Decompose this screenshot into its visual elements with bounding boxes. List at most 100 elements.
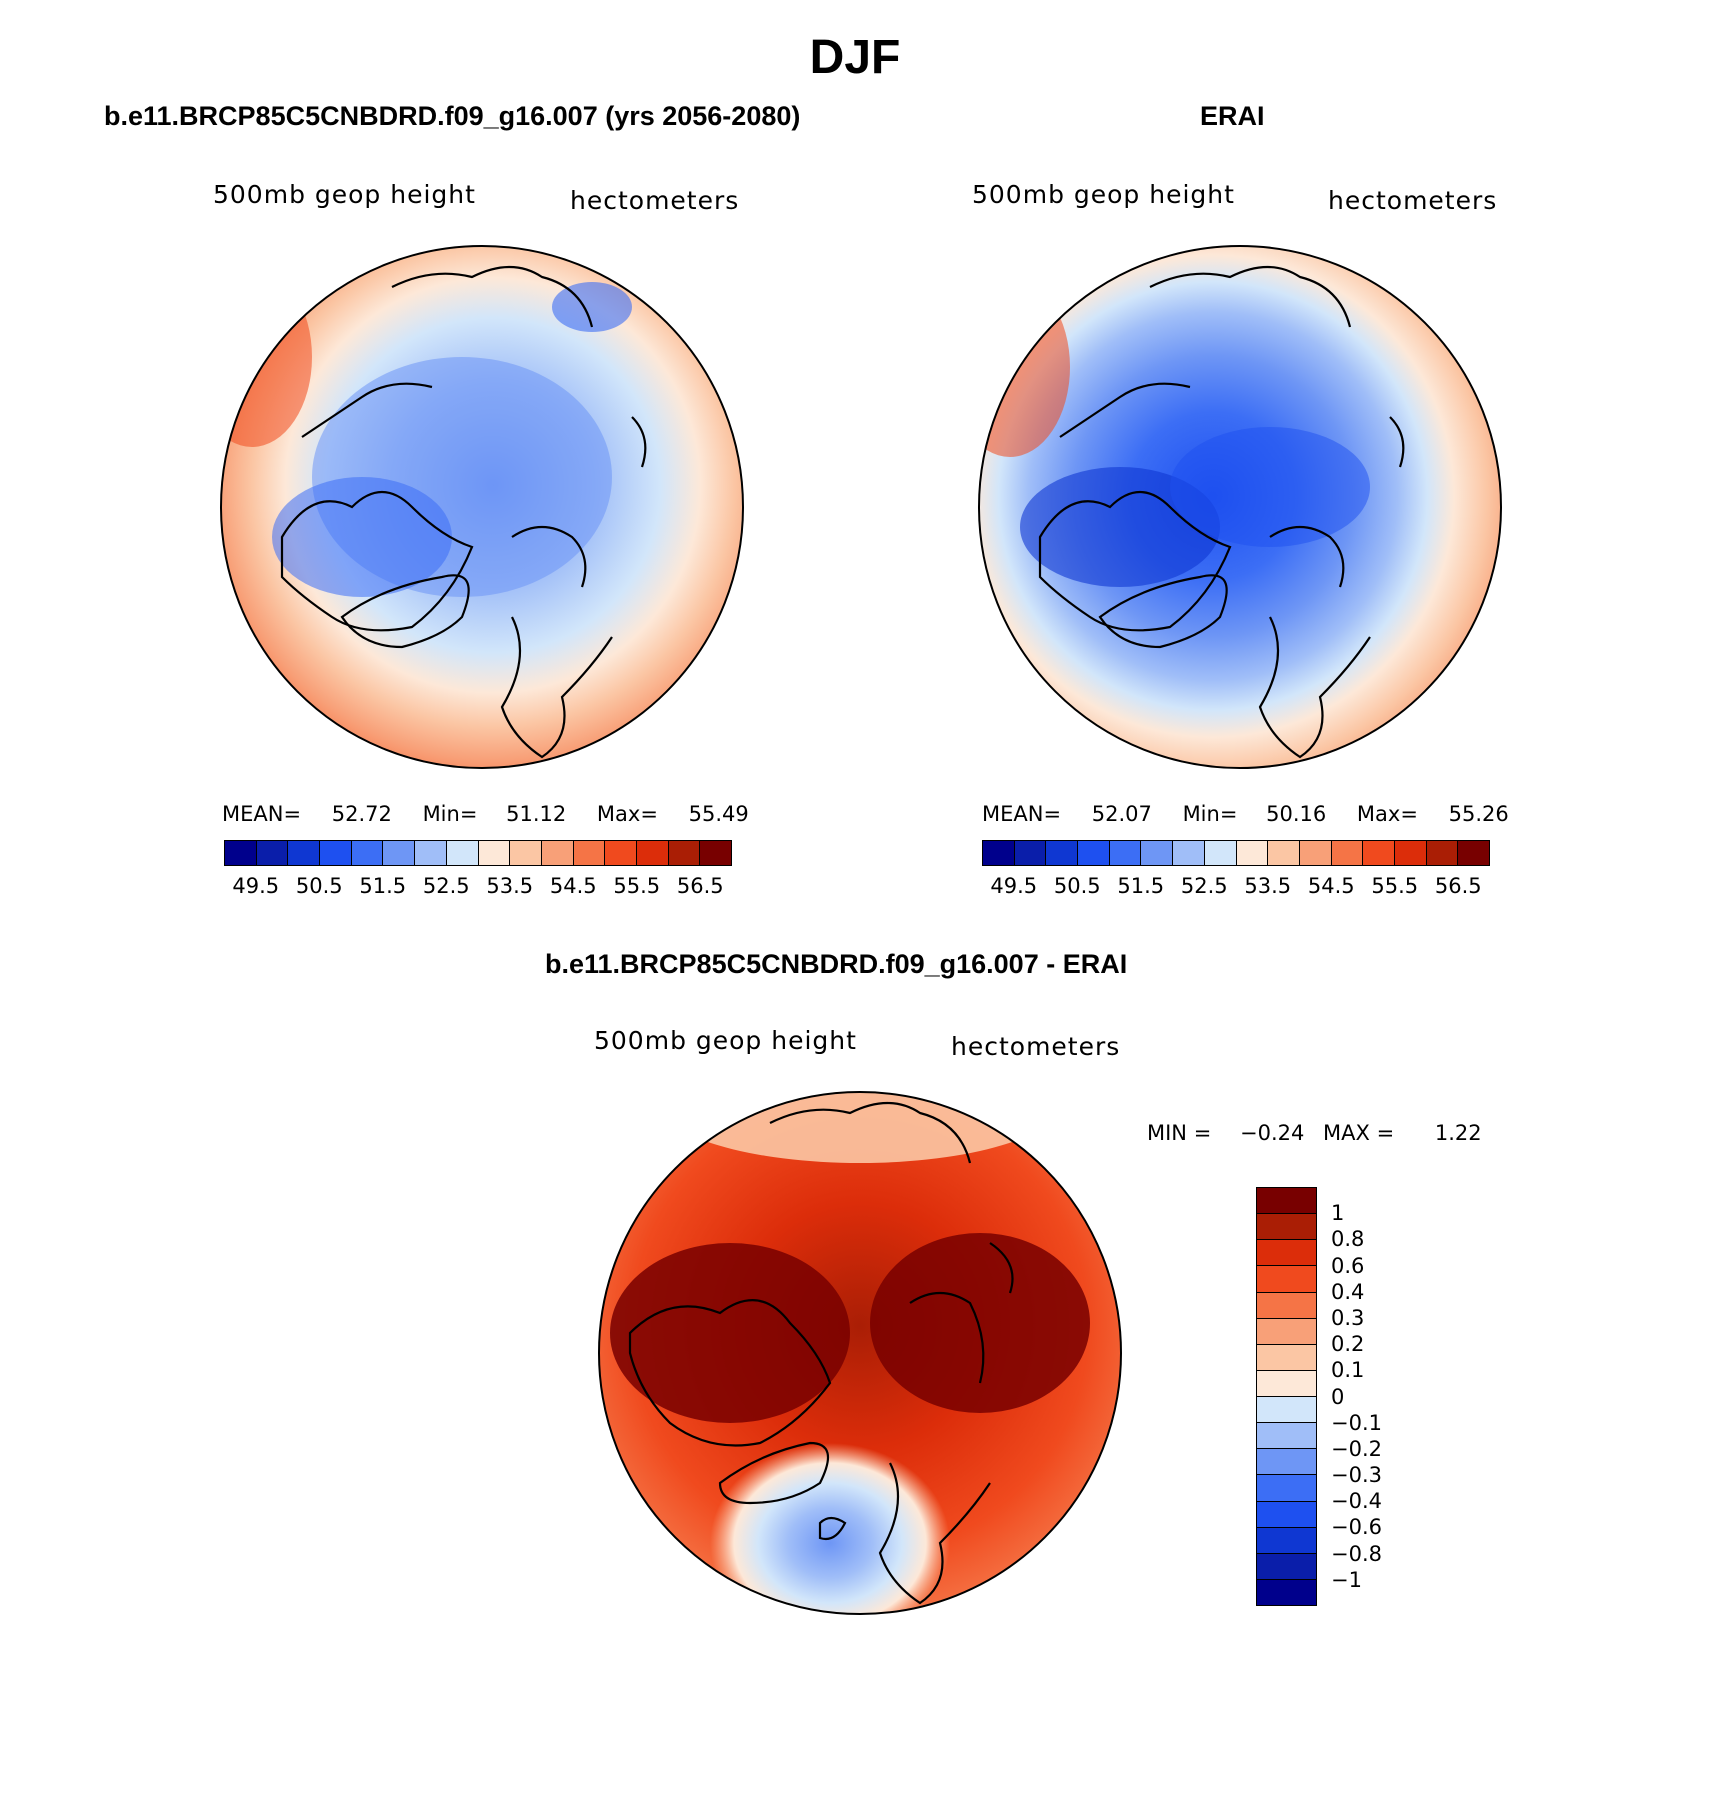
- obs-colorbar-box: [1457, 841, 1489, 865]
- diff-polar-map: [598, 1091, 1122, 1615]
- model-colorbar-box: [414, 841, 446, 865]
- model-variable-label: 500mb geop height: [213, 180, 476, 209]
- diff-min-value: −0.24: [1239, 1121, 1305, 1145]
- obs-colorbar-box: [1330, 841, 1363, 865]
- obs-colorbar-box: [1108, 841, 1141, 865]
- obs-colorbar-box: [1267, 841, 1299, 865]
- model-min-label: Min=: [422, 802, 478, 826]
- model-mean-label: MEAN=: [222, 802, 302, 826]
- model-colorbar-box: [477, 841, 510, 865]
- page-title: DJF: [809, 31, 901, 84]
- model-colorbar-box: [509, 841, 541, 865]
- diff-colorbar-box: [1257, 1500, 1316, 1527]
- diff-colorbar-box: [1257, 1474, 1316, 1501]
- obs-polar-map: [978, 245, 1502, 769]
- obs-colorbar-tick-label: 52.5: [1180, 874, 1228, 898]
- model-max-value: 55.49: [688, 802, 749, 826]
- diff-colorbar-tick-label: −0.1: [1331, 1410, 1382, 1435]
- diff-variable-label: 500mb geop height: [594, 1026, 857, 1055]
- diff-colorbar-box: [1257, 1396, 1316, 1423]
- diff-colorbar-box: [1257, 1552, 1316, 1579]
- obs-colorbar-tick-label: 51.5: [1117, 874, 1165, 898]
- obs-colorbar: [982, 840, 1490, 866]
- model-colorbar-tick-label: 56.5: [676, 874, 724, 898]
- diff-colorbar-tick-label: −0.8: [1331, 1541, 1382, 1566]
- obs-min-value: 50.16: [1266, 802, 1327, 826]
- diff-max-value: 1.22: [1434, 1121, 1482, 1145]
- obs-units-label: hectometers: [1328, 186, 1498, 215]
- obs-colorbar-tick-label: 54.5: [1307, 874, 1355, 898]
- model-colorbar: [224, 840, 732, 866]
- diff-min-label: MIN =: [1147, 1121, 1212, 1145]
- model-max-label: Max=: [596, 802, 658, 826]
- obs-panel-title: ERAI: [1200, 101, 1265, 131]
- diff-colorbar-tick-label: −0.2: [1331, 1436, 1382, 1461]
- obs-mean-value: 52.07: [1091, 802, 1152, 826]
- model-colorbar-box: [350, 841, 383, 865]
- diff-colorbar-box: [1257, 1188, 1316, 1214]
- obs-variable-label: 500mb geop height: [972, 180, 1235, 209]
- model-colorbar-box: [445, 841, 478, 865]
- obs-min-label: Min=: [1182, 802, 1238, 826]
- obs-colorbar-tick-label: 49.5: [990, 874, 1038, 898]
- diff-colorbar-tick-label: 1: [1331, 1201, 1345, 1226]
- diff-colorbar-tick-label: 0.2: [1331, 1332, 1365, 1357]
- obs-colorbar-tick-label: 56.5: [1434, 874, 1482, 898]
- obs-colorbar-box: [1045, 841, 1078, 865]
- diff-colorbar-tick-label: −0.4: [1331, 1489, 1382, 1514]
- model-colorbar-tick-label: 49.5: [232, 874, 280, 898]
- diff-colorbar-box: [1257, 1343, 1316, 1370]
- model-panel-title: b.e11.BRCP85C5CNBDRD.f09_g16.007 (yrs 20…: [104, 101, 801, 131]
- diff-colorbar-box: [1257, 1265, 1316, 1292]
- model-colorbar-box: [225, 841, 256, 865]
- diff-colorbar-box: [1257, 1578, 1316, 1605]
- diff-colorbar-tick-label: 0.4: [1331, 1279, 1365, 1304]
- model-colorbar-tick-label: 52.5: [422, 874, 470, 898]
- obs-stats: MEAN= 52.07 Min= 50.16 Max= 55.26: [982, 802, 1509, 826]
- diff-colorbar-tick-label: 0: [1331, 1384, 1345, 1409]
- obs-colorbar-box: [1235, 841, 1268, 865]
- diff-stats: MIN = −0.24 MAX = 1.22: [1147, 1121, 1482, 1145]
- model-colorbar-box: [667, 841, 700, 865]
- model-colorbar-box: [540, 841, 573, 865]
- obs-colorbar-box: [1298, 841, 1331, 865]
- obs-colorbar-box: [1393, 841, 1426, 865]
- obs-colorbar-box: [1013, 841, 1046, 865]
- obs-colorbar-tick-label: 53.5: [1244, 874, 1292, 898]
- obs-colorbar-box: [1140, 841, 1173, 865]
- model-min-value: 51.12: [506, 802, 567, 826]
- diff-colorbar-tick-label: 0.1: [1331, 1358, 1365, 1383]
- diff-colorbar-box: [1257, 1317, 1316, 1344]
- diff-colorbar-box: [1257, 1526, 1316, 1553]
- diff-max-label: MAX =: [1323, 1121, 1395, 1145]
- model-colorbar-box: [635, 841, 668, 865]
- model-stats: MEAN= 52.72 Min= 51.12 Max= 55.49: [222, 802, 749, 826]
- model-colorbar-tick-label: 50.5: [295, 874, 343, 898]
- model-colorbar-box: [287, 841, 320, 865]
- model-colorbar-tick-label: 55.5: [613, 874, 661, 898]
- diff-colorbar-tick-label: −1: [1331, 1567, 1362, 1592]
- diff-colorbar-box: [1257, 1422, 1316, 1449]
- diff-colorbar-box: [1257, 1448, 1316, 1475]
- diff-colorbar-box: [1257, 1213, 1316, 1240]
- model-colorbar-tick-label: 54.5: [549, 874, 597, 898]
- obs-colorbar-box: [983, 841, 1014, 865]
- model-colorbar-box: [572, 841, 605, 865]
- obs-colorbar-tick-label: 50.5: [1053, 874, 1101, 898]
- diff-colorbar-box: [1257, 1369, 1316, 1396]
- obs-max-value: 55.26: [1448, 802, 1509, 826]
- obs-colorbar-box: [1362, 841, 1394, 865]
- model-colorbar-box: [319, 841, 351, 865]
- diff-colorbar-box: [1257, 1239, 1316, 1266]
- model-colorbar-box: [699, 841, 731, 865]
- diff-colorbar-tick-label: −0.6: [1331, 1515, 1382, 1540]
- obs-mean-label: MEAN=: [982, 802, 1062, 826]
- model-colorbar-tick-label: 53.5: [486, 874, 534, 898]
- obs-max-label: Max=: [1356, 802, 1418, 826]
- model-colorbar-box: [382, 841, 415, 865]
- diff-panel-title: b.e11.BRCP85C5CNBDRD.f09_g16.007 - ERAI: [545, 949, 1128, 979]
- obs-colorbar-tick-label: 55.5: [1371, 874, 1419, 898]
- model-colorbar-box: [604, 841, 636, 865]
- model-colorbar-box: [255, 841, 288, 865]
- obs-colorbar-box: [1172, 841, 1204, 865]
